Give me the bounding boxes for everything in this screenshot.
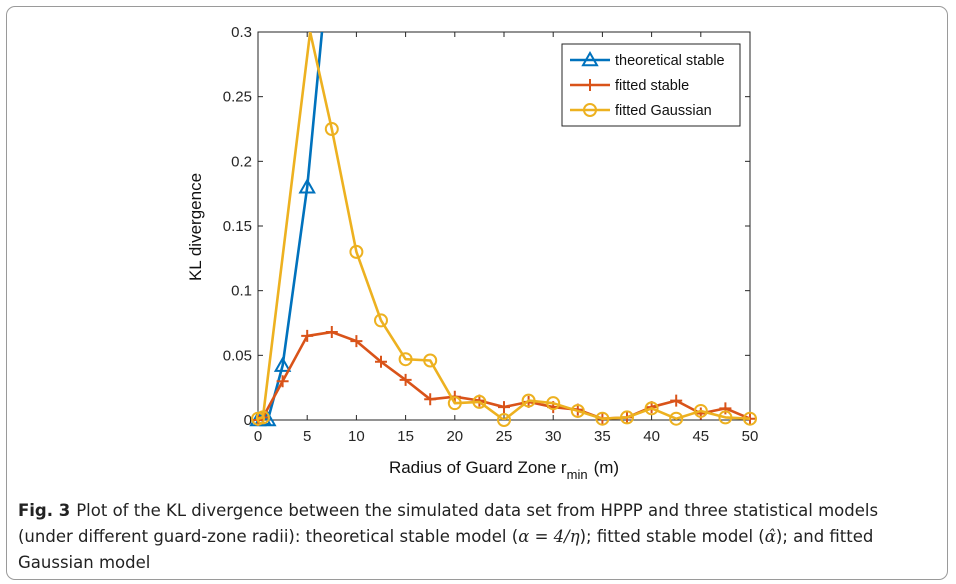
data-point	[669, 411, 684, 426]
figure-label: Fig. 3	[18, 501, 71, 520]
x-tick-label: 0	[254, 428, 262, 445]
caption-alpha-hat: α̂	[764, 527, 776, 546]
data-point	[298, 178, 316, 194]
series-line	[258, 330, 750, 420]
data-point	[398, 352, 413, 367]
data-point	[374, 313, 388, 328]
caption-text-3: ); and fitted Gaussian model	[18, 527, 874, 572]
data-point	[423, 353, 438, 368]
y-tick-label: 0.15	[223, 218, 252, 235]
caption-text-1: Plot of the KL divergence between the si…	[18, 501, 879, 546]
data-point	[276, 375, 289, 388]
y-tick-label: 0	[244, 412, 252, 429]
legend-marker	[583, 103, 597, 117]
y-tick-label: 0.2	[231, 153, 252, 170]
y-axis-label: KL divergence	[186, 173, 205, 281]
data-point	[595, 411, 610, 426]
legend-label: fitted stable	[615, 78, 689, 94]
data-point	[497, 413, 511, 427]
legend-label: fitted Gaussian	[615, 103, 712, 119]
data-point	[273, 356, 292, 372]
data-point	[447, 396, 462, 411]
x-tick-label: 25	[496, 428, 513, 445]
caption-alpha-expr: α = 4/η	[518, 527, 580, 546]
x-axis-label: Radius of Guard Zone rmin (m)	[389, 458, 619, 482]
data-point	[325, 326, 338, 339]
series-line	[258, 32, 750, 420]
data-point	[350, 335, 363, 348]
x-tick-label: 10	[348, 428, 365, 445]
caption-text-2: ); fitted stable model (	[579, 527, 765, 546]
x-tick-label: 45	[692, 428, 709, 445]
legend-marker	[581, 50, 599, 67]
data-point	[424, 393, 437, 406]
y-tick-label: 0.25	[223, 89, 252, 106]
data-point	[375, 355, 387, 368]
series-fitted-Gaussian	[251, 32, 757, 427]
data-point	[349, 244, 364, 259]
figure-frame	[6, 6, 948, 580]
data-point	[546, 396, 561, 411]
chart: 0 5 10 15 20 25 30 35 40 45 50 0 0.05 0.1 0.15 0.2 0.25 0…	[186, 24, 759, 482]
data-point	[472, 394, 487, 409]
y-tick-label: 0.3	[231, 24, 252, 41]
figure-caption: Fig. 3 Plot of the KL divergence between …	[18, 498, 938, 576]
y-tick-label: 0.1	[231, 283, 252, 300]
data-point	[670, 394, 683, 407]
data-point	[498, 401, 510, 414]
x-tick-label: 30	[545, 428, 562, 445]
data-point	[743, 411, 757, 426]
data-point	[521, 393, 536, 408]
chart-legend: theoretical stable fitted stable fitted Ga…	[561, 43, 741, 127]
legend-label: theoretical stable	[615, 53, 725, 69]
data-point	[324, 122, 339, 136]
data-point	[255, 410, 270, 425]
x-tick-label: 40	[643, 428, 660, 445]
data-point	[399, 373, 412, 386]
data-point	[693, 403, 708, 418]
x-tick-label: 35	[594, 428, 611, 445]
x-tick-label: 20	[446, 428, 463, 445]
x-tick-label: 50	[742, 428, 759, 445]
data-point	[718, 410, 733, 425]
x-tick-label: 5	[303, 428, 311, 445]
x-tick-label: 15	[397, 428, 414, 445]
data-point	[301, 329, 314, 342]
data-point	[570, 403, 585, 418]
data-point	[644, 401, 659, 416]
legend-marker	[584, 79, 596, 91]
data-point	[620, 410, 634, 425]
chart-series	[249, 32, 757, 427]
y-tick-label: 0.05	[223, 347, 252, 364]
